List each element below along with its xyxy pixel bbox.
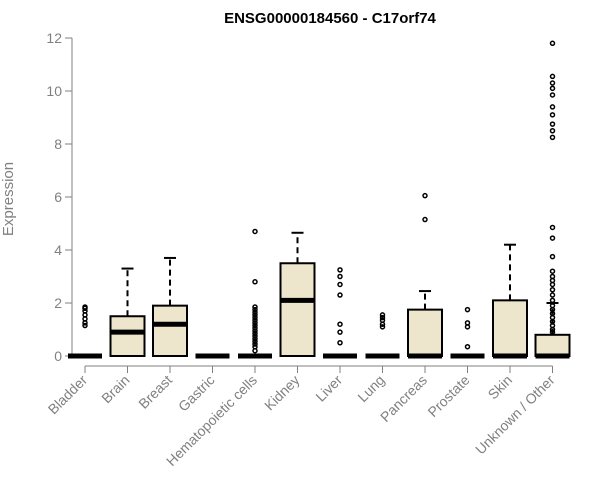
outlier-point — [252, 317, 258, 323]
x-tick-label: Liver — [312, 372, 345, 405]
outlier-point — [549, 302, 556, 309]
outlier-point — [252, 328, 258, 334]
outlier-point — [337, 273, 343, 280]
x-tick-label: Prostate — [424, 372, 472, 420]
outlier-point — [549, 104, 556, 110]
outlier-point — [549, 297, 556, 304]
box-6 — [323, 267, 357, 359]
x-tick-label: Kidney — [261, 372, 303, 414]
outlier-point — [252, 333, 258, 339]
outlier-point — [337, 292, 343, 298]
outlier-point — [549, 224, 556, 231]
box-7 — [365, 312, 400, 359]
outlier-point — [422, 216, 428, 223]
outlier-point — [549, 273, 556, 280]
outlier-point — [252, 306, 258, 313]
outlier-point — [252, 304, 258, 310]
outlier-point — [379, 317, 386, 323]
y-tick-label: 6 — [54, 189, 62, 205]
outlier-point — [549, 85, 556, 92]
outlier-point — [549, 92, 556, 98]
outlier-point — [549, 329, 556, 335]
box-body — [534, 333, 571, 357]
y-axis: 0 2 4 6 8 10 12 — [46, 30, 73, 364]
outlier-point — [549, 128, 556, 134]
outlier-point — [82, 304, 88, 310]
outlier-point — [337, 281, 343, 288]
outlier-point — [549, 40, 556, 47]
box-2 — [152, 256, 188, 357]
x-tick-label: Skin — [485, 372, 516, 403]
box-body — [492, 299, 528, 358]
outlier-point — [549, 253, 556, 260]
x-tick-label: Lung — [354, 372, 387, 405]
outlier-point — [379, 324, 386, 330]
x-tick-label: Pancreas — [377, 372, 430, 425]
outlier-point — [252, 336, 258, 342]
outlier-point — [337, 340, 343, 346]
box-1 — [109, 267, 146, 357]
box-11 — [534, 40, 571, 359]
box-body — [279, 262, 316, 357]
y-tick-label: 12 — [46, 30, 62, 46]
outlier-point — [549, 134, 556, 141]
box-4 — [238, 228, 272, 359]
box-body — [109, 315, 146, 357]
outlier-point — [549, 112, 556, 118]
x-tick-label: Brain — [98, 372, 132, 406]
box-body — [152, 304, 188, 357]
box-10 — [492, 243, 528, 359]
outlier-point — [252, 330, 258, 337]
x-tick-label: Breast — [135, 372, 175, 412]
outlier-point — [549, 287, 556, 293]
box-5 — [279, 231, 316, 357]
outlier-point — [549, 121, 556, 127]
y-tick-label: 4 — [54, 242, 62, 258]
box-body — [407, 308, 443, 357]
y-tick-label: 10 — [46, 83, 62, 99]
outlier-point — [252, 325, 258, 331]
outlier-point — [252, 314, 258, 321]
outlier-point — [464, 306, 471, 313]
outlier-point — [252, 320, 258, 326]
outlier-point — [549, 80, 556, 86]
chart-title: ENSG00000184560 - C17orf74 — [224, 10, 436, 27]
outlier-point — [252, 322, 258, 329]
outlier-point — [337, 267, 343, 273]
y-tick-label: 0 — [54, 348, 62, 364]
outlier-point — [422, 192, 428, 199]
outlier-point — [337, 321, 343, 327]
outlier-point — [549, 73, 556, 80]
outlier-point — [252, 338, 258, 345]
y-axis-label: Expression — [0, 162, 17, 236]
outlier-point — [252, 343, 258, 350]
outlier-point — [379, 314, 386, 321]
outlier-point — [337, 329, 343, 335]
outlier-point — [82, 322, 88, 329]
x-tick-label: Unknown / Other — [472, 372, 558, 458]
outlier-point — [252, 228, 258, 235]
outlier-point — [549, 268, 556, 274]
y-tick-label: 2 — [54, 295, 62, 311]
outlier-point — [252, 341, 258, 347]
y-tick-label: 8 — [54, 136, 62, 152]
x-tick-label: Bladder — [45, 372, 91, 418]
outlier-point — [549, 292, 556, 298]
box-9 — [450, 306, 485, 359]
outlier-point — [252, 309, 258, 316]
boxes — [68, 40, 571, 359]
box-0 — [68, 304, 102, 359]
outlier-point — [464, 343, 471, 350]
outlier-point — [464, 320, 471, 326]
box-8 — [407, 192, 443, 359]
outlier-point — [252, 312, 258, 318]
outlier-point — [379, 312, 386, 318]
outlier-point — [549, 235, 556, 241]
outlier-point — [252, 279, 258, 285]
